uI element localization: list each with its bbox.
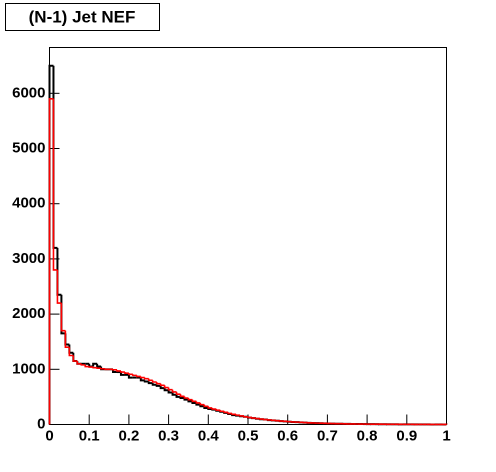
histogram-bin — [231, 413, 237, 416]
histogram-bin — [167, 387, 173, 391]
histogram-bin — [80, 363, 86, 366]
histogram-bin — [96, 363, 102, 368]
histogram-bin — [155, 381, 161, 385]
histogram-bin — [68, 347, 74, 357]
histogram-bin — [227, 412, 233, 415]
histogram-bin — [179, 396, 185, 400]
histogram-bin — [235, 414, 241, 416]
histogram-bin — [76, 361, 82, 365]
histogram-bin — [187, 398, 193, 401]
histogram-bin — [92, 366, 98, 369]
histogram-bin — [88, 366, 94, 368]
histogram-bin — [175, 394, 181, 398]
histogram-bin — [104, 368, 110, 371]
x-tick-label: 0.4 — [198, 427, 220, 444]
histogram-bin — [127, 374, 133, 379]
histogram-bin — [92, 362, 98, 367]
x-tick-label: 0.7 — [317, 427, 338, 444]
histogram-bin — [183, 396, 189, 399]
histogram-bin — [159, 383, 165, 387]
y-tick-label: 2000 — [12, 305, 45, 322]
histogram-bin — [120, 370, 125, 373]
histogram-bin — [60, 303, 66, 332]
histogram-bin — [167, 390, 173, 394]
x-tick-label: 0.2 — [118, 427, 139, 444]
x-tick-label: 1 — [442, 427, 450, 444]
histogram-bin — [215, 409, 221, 411]
x-tick-label: 0.6 — [277, 427, 298, 444]
histogram-bin — [255, 417, 260, 420]
histogram-bin — [52, 98, 58, 271]
histogram-bin — [124, 372, 129, 374]
histogram-bin — [100, 367, 106, 370]
chart-title: (N-1) Jet NEF — [29, 7, 136, 26]
histogram-bin — [48, 98, 54, 425]
histogram-bin — [239, 415, 245, 417]
y-tick-label: 5000 — [12, 139, 45, 156]
histogram-bin — [147, 378, 153, 382]
y-tick-label: 0 — [37, 415, 45, 432]
histogram-bin — [119, 372, 125, 376]
histogram-bin — [251, 417, 256, 419]
histogram-bin — [116, 369, 121, 372]
histogram-bin — [223, 411, 229, 414]
histogram-bin — [64, 330, 70, 349]
histogram-bin — [155, 384, 161, 387]
histogram-bin — [84, 364, 90, 368]
histogram-bin — [207, 406, 213, 409]
histogram-bin — [211, 407, 217, 410]
x-tick-label: 0 — [45, 427, 53, 444]
histogram-bin — [151, 380, 157, 383]
x-tick-label: 0.1 — [79, 427, 100, 444]
y-tick-label: 6000 — [12, 84, 45, 101]
histogram-bin — [191, 399, 197, 403]
x-tick-label: 0.3 — [158, 427, 179, 444]
histogram-bin — [56, 269, 62, 304]
x-tick-label: 0.9 — [396, 427, 417, 444]
histogram-bin — [147, 381, 153, 385]
histogram-bin — [136, 375, 141, 378]
histogram-bin — [143, 380, 149, 383]
histogram-bin — [171, 392, 177, 396]
histogram-bin — [203, 404, 209, 408]
title-box — [5, 3, 160, 31]
y-tick-label: 1000 — [12, 360, 45, 377]
y-tick-label: 3000 — [12, 250, 45, 267]
histogram-bin — [143, 377, 149, 380]
y-tick-label: 4000 — [12, 195, 45, 212]
histogram-bin — [151, 383, 157, 386]
histogram-bin — [112, 369, 117, 371]
histogram-bin — [243, 415, 248, 418]
histogram-bin — [163, 385, 169, 389]
histogram-bin — [128, 373, 133, 376]
histogram-bin — [159, 385, 165, 390]
histogram-bin — [199, 402, 205, 406]
histogram-bin — [175, 391, 181, 395]
histogram-bin — [132, 374, 137, 377]
histogram-bin — [72, 355, 78, 362]
histogram-bin — [96, 367, 102, 369]
x-tick-label: 0.8 — [357, 427, 378, 444]
x-tick-label: 0.5 — [238, 427, 259, 444]
histogram-bin — [163, 388, 169, 392]
histogram-bin — [247, 416, 252, 419]
histogram-bin — [140, 376, 145, 379]
histogram-bin — [219, 410, 225, 413]
histogram-bin — [139, 377, 145, 382]
histogram-bin — [195, 401, 201, 404]
histogram-bin — [179, 394, 185, 398]
histogram-bin — [171, 389, 177, 393]
